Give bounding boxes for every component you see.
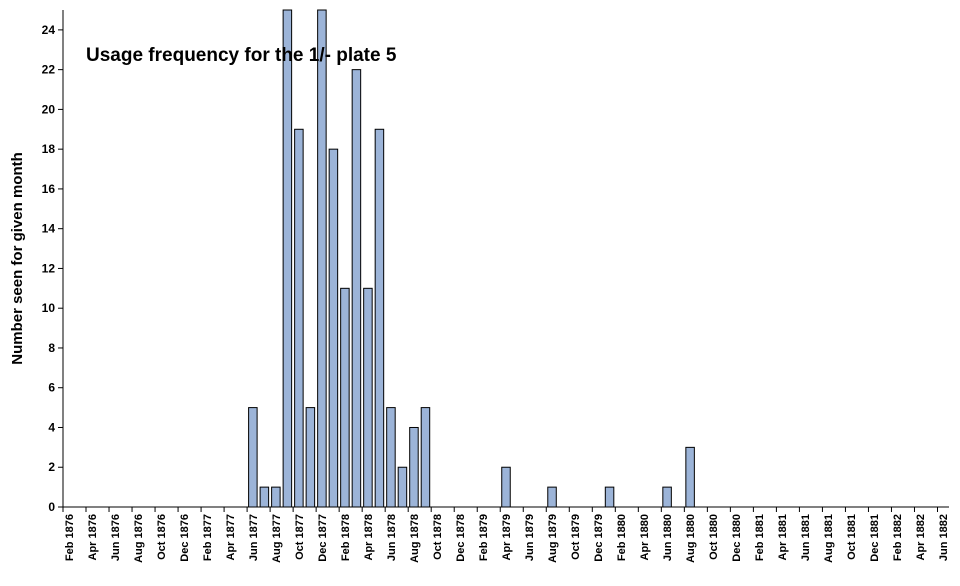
x-tick-label: Jun 1877: [248, 514, 260, 561]
bar-apr-1878: [363, 287, 373, 508]
x-tick-label: Dec 1879: [593, 514, 605, 562]
x-tick-label: Apr 1878: [363, 514, 375, 560]
x-tick-label: Dec 1877: [317, 514, 329, 562]
bar-mar-1878: [351, 69, 362, 508]
bar-aug-1877: [271, 486, 281, 508]
x-tick-label: Apr 1881: [777, 514, 789, 560]
x-tick-label: Oct 1877: [294, 514, 306, 560]
bar-jul-1877: [259, 486, 270, 508]
bar-may-1878: [374, 128, 385, 508]
x-tick-label: Feb 1878: [340, 514, 352, 561]
x-tick-label: Jun 1876: [110, 514, 122, 561]
y-tick-label: 0: [48, 500, 55, 514]
bar-sep-1877: [282, 9, 293, 508]
bar-jun-1880: [662, 486, 672, 508]
y-tick-label: 10: [42, 301, 56, 315]
y-axis-title: Number seen for given month: [9, 152, 26, 365]
x-tick-label: Feb 1881: [754, 514, 766, 561]
bar-nov-1877: [305, 407, 316, 508]
bars-group: [248, 9, 695, 508]
x-tick-label: Apr 1882: [915, 514, 927, 560]
x-tick-label: Aug 1880: [685, 514, 697, 563]
y-tick-label: 6: [48, 381, 55, 395]
x-tick-label: Jun 1879: [524, 514, 536, 561]
x-tick-label: Aug 1879: [547, 514, 559, 563]
y-tick-label: 14: [42, 222, 56, 236]
x-tick-label: Feb 1876: [64, 514, 76, 561]
x-tick-label: Dec 1876: [179, 514, 191, 562]
y-tick-label: 20: [42, 102, 56, 116]
x-tick-label: Jun 1880: [662, 514, 674, 561]
x-ticks-group: Feb 1876 Apr 1876 Jun 1876 Aug 1876 Oct 1876…: [62, 507, 950, 563]
x-tick-label: Feb 1877: [202, 514, 214, 561]
x-tick-label: Oct 1879: [570, 514, 582, 560]
y-tick-label: 24: [42, 23, 56, 37]
x-tick-label: Apr 1876: [87, 514, 99, 560]
bar-jan-1880: [604, 486, 615, 508]
y-tick-label: 12: [42, 261, 56, 275]
x-tick-label: Jun 1882: [938, 514, 950, 561]
x-tick-label: Jun 1878: [386, 514, 398, 561]
chart-title: Usage frequency for the 1/- plate 5: [86, 45, 397, 66]
bar-oct-1877: [294, 128, 304, 508]
x-tick-label: Aug 1878: [409, 514, 421, 563]
x-tick-label: Oct 1878: [432, 514, 444, 560]
bar-sep-1878: [420, 407, 431, 508]
bar-jun-1878: [386, 407, 396, 508]
x-tick-label: Oct 1880: [708, 514, 720, 560]
y-tick-label: 16: [42, 182, 56, 196]
y-tick-label: 4: [48, 420, 55, 434]
y-tick-label: 2: [48, 460, 55, 474]
bar-jan-1878: [328, 148, 339, 508]
x-tick-label: Aug 1877: [271, 514, 283, 563]
x-tick-label: Oct 1881: [846, 514, 858, 560]
bar-aug-1880: [685, 446, 695, 508]
x-tick-label: Oct 1876: [156, 514, 168, 560]
x-tick-label: Aug 1876: [133, 514, 145, 563]
bar-apr-1879: [501, 466, 511, 508]
bar-aug-1879: [547, 486, 557, 508]
x-tick-label: Dec 1881: [869, 514, 881, 562]
bar-dec-1877: [317, 9, 327, 508]
y-tick-label: 18: [42, 142, 56, 156]
x-tick-label: Aug 1881: [823, 514, 835, 563]
axes-group: [62, 10, 949, 508]
x-tick-label: Apr 1879: [501, 514, 513, 560]
x-tick-label: Feb 1879: [478, 514, 490, 561]
x-tick-label: Feb 1882: [892, 514, 904, 561]
bar-jul-1878: [397, 466, 408, 508]
x-tick-label: Feb 1880: [616, 514, 628, 561]
bar-aug-1878: [409, 426, 419, 508]
x-tick-label: Apr 1880: [639, 514, 651, 560]
bar-jun-1877: [248, 407, 258, 508]
x-tick-label: Dec 1880: [731, 514, 743, 562]
x-tick-label: Apr 1877: [225, 514, 237, 560]
y-tick-label: 8: [48, 341, 55, 355]
bar-feb-1878: [340, 287, 350, 508]
x-tick-label: Jun 1881: [800, 514, 812, 561]
x-tick-label: Dec 1878: [455, 514, 467, 562]
y-tick-label: 22: [42, 63, 56, 77]
